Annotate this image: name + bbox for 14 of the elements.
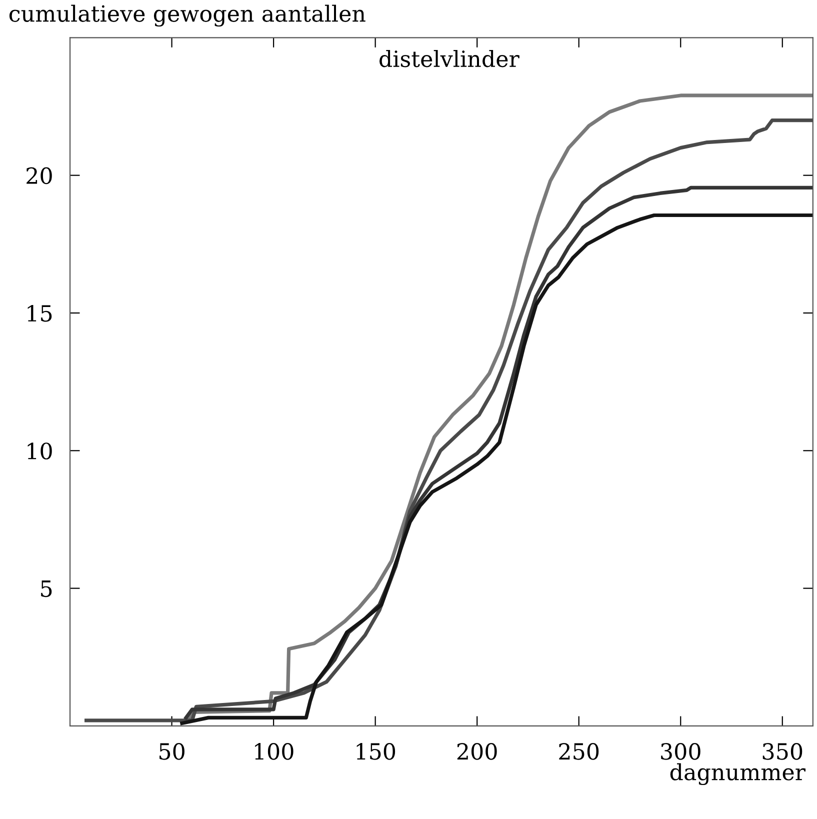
x-tick-label: 50 bbox=[160, 743, 184, 760]
x-tick-label: 200 bbox=[457, 743, 497, 760]
x-tick-label: 100 bbox=[255, 743, 294, 760]
x-tick-label: 300 bbox=[661, 743, 700, 760]
x-axis-title: dagnummer bbox=[670, 763, 806, 786]
chart-title: distelvlinder bbox=[379, 50, 520, 68]
y-tick-label: 20 bbox=[26, 167, 52, 184]
y-axis-title: cumulatieve gewogen aantallen bbox=[9, 4, 366, 27]
x-tick-label: 350 bbox=[762, 743, 802, 760]
y-tick-label: 10 bbox=[28, 442, 52, 460]
y-tick-label: 5 bbox=[41, 580, 52, 598]
x-tick-label: 150 bbox=[356, 743, 396, 760]
y-tick-label: 15 bbox=[28, 304, 52, 322]
x-tick-label: 250 bbox=[559, 743, 599, 760]
